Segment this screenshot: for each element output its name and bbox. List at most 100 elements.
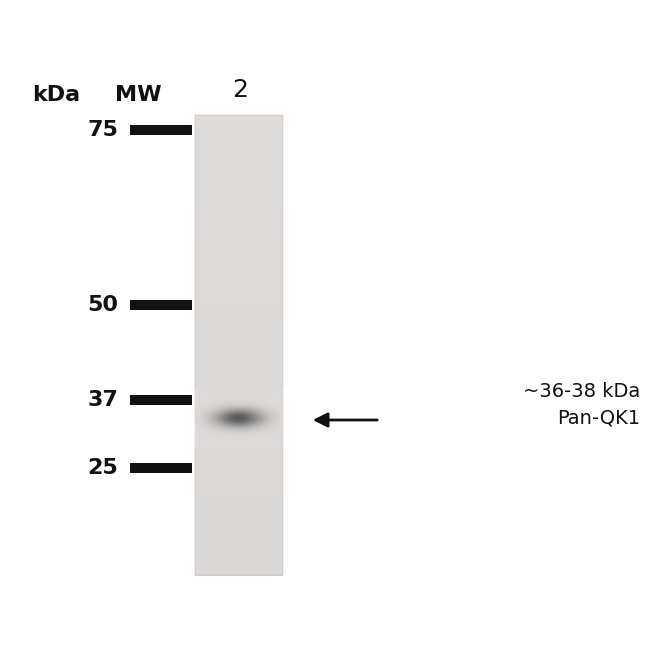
- Bar: [195, 428, 283, 430]
- Bar: [195, 400, 283, 402]
- Bar: [195, 529, 283, 531]
- Bar: [195, 558, 283, 560]
- Bar: [195, 543, 283, 545]
- Bar: [195, 402, 283, 404]
- Bar: [195, 262, 283, 265]
- Bar: [195, 244, 283, 246]
- Bar: [195, 571, 283, 573]
- Bar: [195, 414, 283, 416]
- Bar: [195, 233, 283, 235]
- Bar: [195, 406, 283, 408]
- Bar: [195, 161, 283, 163]
- Bar: [195, 245, 283, 248]
- Bar: [195, 420, 283, 422]
- Bar: [195, 526, 283, 528]
- Bar: [195, 299, 283, 301]
- Bar: [195, 451, 283, 453]
- Bar: [195, 273, 283, 275]
- Bar: [195, 157, 283, 159]
- Bar: [195, 167, 283, 169]
- Bar: [195, 264, 283, 266]
- Bar: [195, 403, 283, 406]
- Bar: [195, 155, 283, 157]
- Bar: [195, 460, 283, 462]
- Bar: [130, 125, 192, 135]
- Bar: [195, 116, 283, 118]
- Bar: [195, 316, 283, 318]
- Bar: [195, 328, 283, 330]
- Bar: [195, 218, 283, 220]
- Bar: [195, 205, 283, 207]
- Bar: [195, 141, 283, 143]
- Bar: [195, 265, 283, 267]
- Bar: [195, 489, 283, 491]
- Bar: [195, 336, 283, 338]
- Bar: [195, 294, 283, 296]
- Bar: [195, 547, 283, 549]
- Bar: [195, 491, 283, 493]
- Bar: [195, 293, 283, 295]
- Bar: [195, 546, 283, 548]
- Bar: [195, 174, 283, 176]
- Bar: [195, 164, 283, 166]
- Bar: [195, 358, 283, 359]
- Bar: [195, 500, 283, 502]
- Bar: [195, 178, 283, 180]
- Bar: [195, 497, 283, 499]
- Bar: [195, 302, 283, 304]
- Bar: [195, 465, 283, 467]
- Bar: [195, 196, 283, 198]
- Bar: [195, 201, 283, 203]
- Bar: [195, 127, 283, 129]
- Bar: [195, 483, 283, 485]
- Bar: [195, 379, 283, 381]
- Bar: [195, 138, 283, 140]
- Bar: [195, 370, 283, 372]
- Bar: [195, 452, 283, 454]
- Bar: [195, 563, 283, 565]
- Bar: [195, 282, 283, 284]
- Bar: [195, 365, 283, 367]
- Bar: [195, 222, 283, 224]
- Bar: [195, 508, 283, 510]
- Bar: [195, 551, 283, 552]
- Bar: [195, 480, 283, 482]
- Bar: [195, 394, 283, 396]
- Bar: [195, 501, 283, 504]
- Bar: [195, 477, 283, 479]
- Bar: [195, 257, 283, 259]
- Bar: [195, 239, 283, 241]
- Bar: [195, 310, 283, 312]
- Bar: [195, 384, 283, 385]
- Bar: [195, 172, 283, 174]
- Bar: [195, 343, 283, 346]
- Bar: [195, 120, 283, 122]
- Bar: [195, 467, 283, 470]
- Bar: [195, 136, 283, 138]
- Bar: [195, 535, 283, 537]
- Bar: [195, 276, 283, 278]
- Bar: [195, 419, 283, 421]
- Bar: [195, 474, 283, 476]
- Bar: [195, 221, 283, 223]
- Bar: [195, 152, 283, 154]
- Bar: [195, 475, 283, 477]
- Bar: [195, 443, 283, 445]
- Bar: [195, 368, 283, 370]
- Bar: [195, 118, 283, 120]
- Bar: [195, 567, 283, 569]
- Bar: [195, 413, 283, 415]
- Bar: [195, 240, 283, 242]
- Bar: [195, 466, 283, 468]
- Bar: [195, 185, 283, 188]
- Bar: [195, 193, 283, 195]
- Bar: [195, 235, 283, 237]
- Bar: [195, 525, 283, 527]
- Bar: [195, 514, 283, 515]
- Bar: [195, 398, 283, 400]
- Bar: [195, 326, 283, 329]
- Bar: [195, 469, 283, 471]
- Bar: [195, 255, 283, 257]
- Bar: [195, 354, 283, 356]
- Bar: [195, 132, 283, 134]
